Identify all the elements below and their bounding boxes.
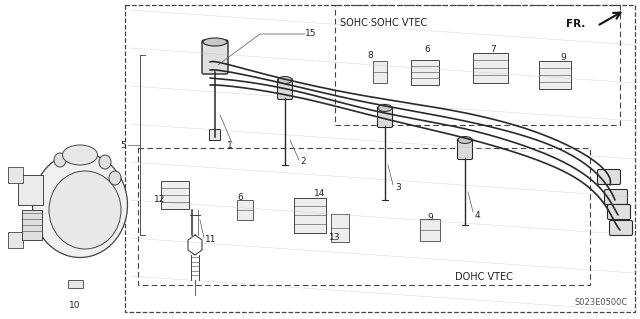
Ellipse shape: [63, 145, 97, 165]
Text: 10: 10: [69, 300, 81, 309]
Text: 11: 11: [205, 235, 216, 244]
FancyBboxPatch shape: [605, 189, 627, 204]
Text: FR.: FR.: [566, 19, 585, 29]
Bar: [420, 219, 440, 241]
Text: 2: 2: [300, 158, 306, 167]
Bar: [125, 5, 635, 312]
Text: 9: 9: [427, 212, 433, 221]
Bar: [335, 5, 620, 125]
FancyBboxPatch shape: [209, 130, 221, 140]
Bar: [294, 198, 326, 233]
Text: 3: 3: [395, 183, 401, 192]
Text: 6: 6: [237, 194, 243, 203]
Bar: [138, 148, 590, 285]
Ellipse shape: [109, 171, 121, 185]
Bar: [8, 167, 23, 183]
Bar: [22, 210, 42, 240]
Text: 6: 6: [424, 46, 430, 55]
FancyBboxPatch shape: [607, 204, 630, 219]
Bar: [411, 60, 439, 85]
Ellipse shape: [203, 38, 227, 46]
FancyBboxPatch shape: [598, 169, 621, 184]
Text: S023E0500C: S023E0500C: [575, 298, 628, 307]
Text: 4: 4: [475, 211, 481, 219]
Text: 12: 12: [154, 196, 166, 204]
Ellipse shape: [278, 77, 292, 84]
Bar: [8, 232, 23, 248]
Ellipse shape: [33, 152, 127, 257]
Ellipse shape: [79, 148, 91, 162]
FancyBboxPatch shape: [278, 78, 292, 100]
Bar: [539, 61, 571, 89]
Ellipse shape: [54, 153, 66, 167]
Ellipse shape: [99, 155, 111, 169]
Text: 7: 7: [490, 46, 496, 55]
Ellipse shape: [378, 105, 392, 112]
Text: DOHC VTEC: DOHC VTEC: [455, 272, 513, 282]
Bar: [68, 280, 83, 288]
Text: 9: 9: [560, 53, 566, 62]
Bar: [473, 53, 508, 83]
FancyBboxPatch shape: [458, 138, 472, 160]
Bar: [161, 181, 189, 209]
FancyBboxPatch shape: [609, 220, 632, 235]
Bar: [18, 175, 43, 205]
Text: 1: 1: [227, 140, 233, 150]
Ellipse shape: [49, 171, 121, 249]
Text: 13: 13: [329, 234, 340, 242]
Text: 14: 14: [314, 189, 326, 197]
Text: SOHC·SOHC VTEC: SOHC·SOHC VTEC: [340, 18, 428, 28]
Text: 8: 8: [367, 50, 373, 60]
Ellipse shape: [458, 137, 472, 144]
FancyBboxPatch shape: [202, 40, 228, 74]
Bar: [373, 61, 387, 83]
Bar: [237, 200, 253, 220]
Text: 5: 5: [120, 140, 126, 150]
Text: 15: 15: [305, 28, 317, 38]
FancyBboxPatch shape: [378, 107, 392, 128]
Bar: [331, 214, 349, 242]
